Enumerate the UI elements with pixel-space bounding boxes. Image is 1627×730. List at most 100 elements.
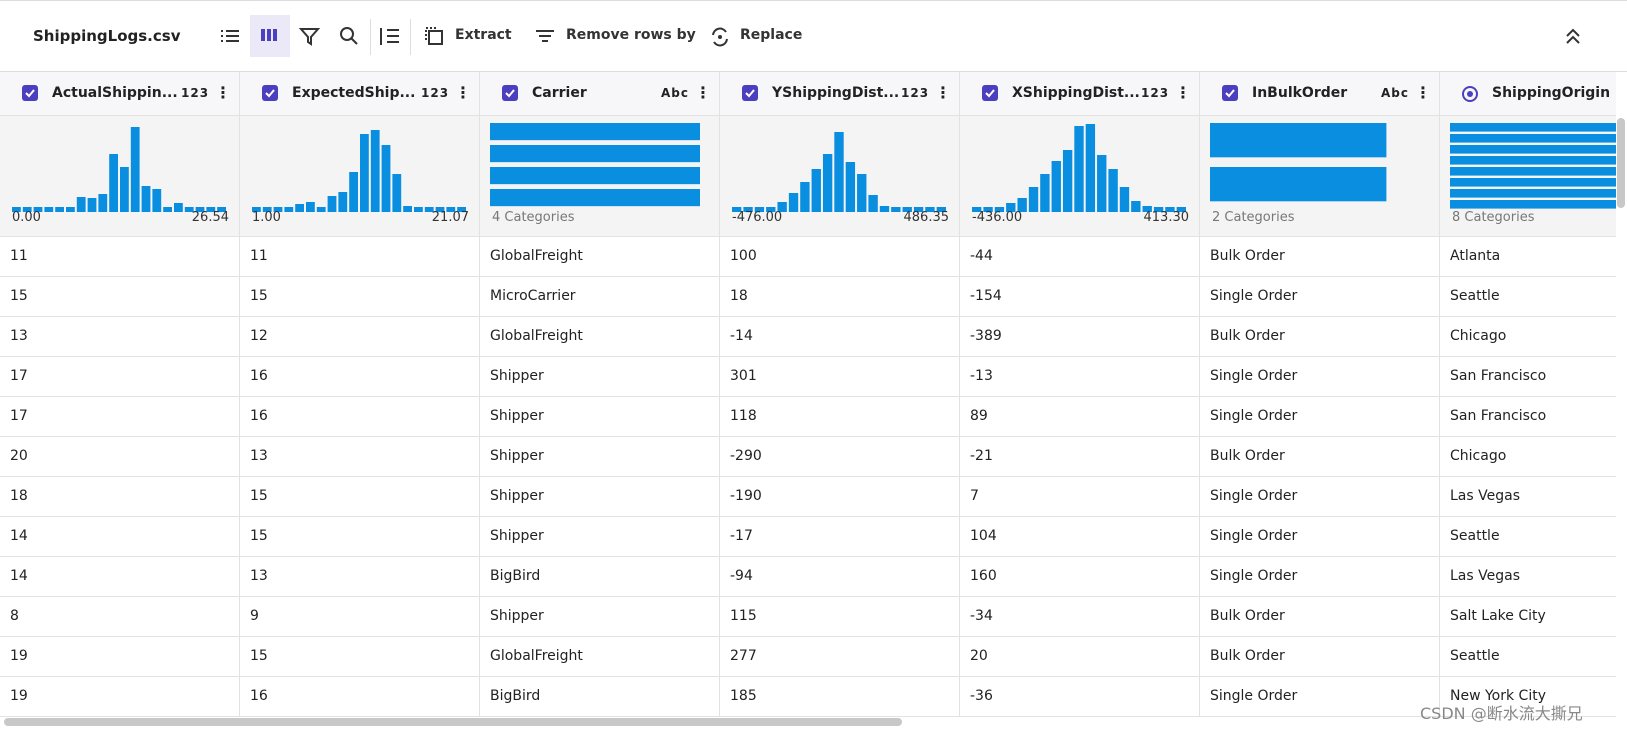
column-checkbox[interactable] bbox=[982, 85, 998, 101]
histogram-bar bbox=[1085, 124, 1096, 212]
column-menu[interactable]: ⋮ bbox=[1415, 83, 1431, 102]
histogram-bar bbox=[252, 207, 261, 212]
column-type: 123 bbox=[1141, 86, 1170, 100]
column-header: XShippingDist... 123 ⋮ bbox=[960, 72, 1200, 116]
category-bar bbox=[1210, 167, 1387, 202]
category-bar bbox=[490, 189, 700, 207]
histogram-bar bbox=[130, 127, 140, 212]
table-cell: BigBird bbox=[480, 677, 720, 717]
table-cell: 301 bbox=[720, 357, 960, 397]
table-cell: Bulk Order bbox=[1200, 597, 1440, 637]
table-cell: Shipper bbox=[480, 357, 720, 397]
histogram-bar bbox=[743, 207, 753, 212]
category-bar bbox=[490, 167, 700, 185]
histogram-bar bbox=[902, 207, 912, 212]
column-menu[interactable]: ⋮ bbox=[1175, 83, 1191, 102]
histogram-bar bbox=[76, 197, 86, 212]
category-bar bbox=[1450, 189, 1616, 198]
table-cell: 277 bbox=[720, 637, 960, 677]
summary-icon[interactable] bbox=[378, 25, 402, 49]
table-cell: Bulk Order bbox=[1200, 317, 1440, 357]
column-checkbox[interactable] bbox=[1222, 85, 1238, 101]
histogram-bar bbox=[414, 207, 423, 212]
summary-max: 26.54 bbox=[191, 210, 229, 225]
histogram-bar bbox=[1040, 174, 1050, 212]
histogram-bar bbox=[1028, 187, 1039, 212]
list-view-icon[interactable] bbox=[218, 25, 242, 49]
column-checkbox[interactable] bbox=[502, 85, 518, 101]
check-mark bbox=[1225, 89, 1235, 98]
replace-button[interactable]: Replace bbox=[740, 27, 803, 43]
summary-min: -476.00 bbox=[732, 210, 783, 225]
table-cell: Salt Lake City bbox=[1440, 597, 1616, 637]
table-cell: 13 bbox=[240, 437, 480, 477]
column-checkbox[interactable] bbox=[262, 85, 278, 101]
histogram-bar bbox=[349, 172, 358, 212]
histogram-bar bbox=[868, 195, 878, 212]
remove-rows-button[interactable]: Remove rows by bbox=[566, 27, 696, 43]
histogram-bar bbox=[1017, 198, 1027, 212]
table-cell: 15 bbox=[240, 637, 480, 677]
histogram-bar bbox=[1062, 150, 1073, 212]
column-name: Carrier bbox=[532, 85, 587, 101]
table-cell: Seattle bbox=[1440, 277, 1616, 317]
histogram-bar bbox=[44, 207, 54, 212]
table-cell: 15 bbox=[0, 277, 240, 317]
horizontal-scrollbar[interactable] bbox=[4, 718, 902, 726]
column-menu[interactable]: ⋮ bbox=[935, 83, 951, 102]
summary-max: 413.30 bbox=[1143, 210, 1190, 225]
column-type: 123 bbox=[901, 86, 930, 100]
column-summary: 4 Categories bbox=[480, 116, 720, 237]
table-cell: 15 bbox=[240, 517, 480, 557]
collapse-icon[interactable] bbox=[1561, 25, 1585, 49]
histogram-bar bbox=[141, 186, 151, 212]
column-menu[interactable]: ⋮ bbox=[215, 83, 231, 102]
column-menu[interactable]: ⋮ bbox=[695, 83, 711, 102]
data-grid: ActualShippin... 123 ⋮ 0.00 26.54 ExpectedShi… bbox=[0, 72, 1616, 720]
check-icon bbox=[1225, 89, 1235, 98]
column-menu[interactable]: ⋮ bbox=[455, 83, 471, 102]
column-name: YShippingDist... bbox=[772, 85, 900, 101]
histogram-bar bbox=[120, 167, 129, 212]
table-cell: 17 bbox=[0, 357, 240, 397]
filter-icon[interactable] bbox=[298, 25, 322, 49]
histogram-bar bbox=[834, 132, 844, 212]
extract-button[interactable]: Extract bbox=[455, 27, 512, 43]
histogram-bar bbox=[381, 145, 391, 212]
summary-max: 486.35 bbox=[903, 210, 950, 225]
histogram-bar bbox=[87, 198, 97, 212]
vertical-scrollbar[interactable] bbox=[1617, 118, 1625, 208]
search-icon[interactable] bbox=[338, 25, 362, 49]
table-cell: Single Order bbox=[1200, 557, 1440, 597]
table-cell: GlobalFreight bbox=[480, 637, 720, 677]
category-bar bbox=[1450, 156, 1616, 165]
histogram-bar bbox=[55, 207, 64, 212]
histogram-bar bbox=[936, 207, 946, 212]
table-cell: Las Vegas bbox=[1440, 557, 1616, 597]
table-cell: 14 bbox=[0, 557, 240, 597]
table-cell: -154 bbox=[960, 277, 1200, 317]
histogram-bar bbox=[1074, 126, 1084, 212]
column-checkbox[interactable] bbox=[742, 85, 758, 101]
summary-categories: 8 Categories bbox=[1452, 210, 1535, 225]
file-title: ShippingLogs.csv bbox=[33, 27, 181, 45]
column-type: Abc bbox=[1381, 86, 1409, 100]
column-header: Carrier Abc ⋮ bbox=[480, 72, 720, 116]
column-header: ShippingOriginAbc⋮ bbox=[1440, 72, 1616, 116]
table-cell: 9 bbox=[240, 597, 480, 637]
table-cell: Shipper bbox=[480, 437, 720, 477]
table-cell: -44 bbox=[960, 237, 1200, 277]
column-name: ShippingOrigin bbox=[1492, 85, 1611, 101]
column-header: YShippingDist... 123 ⋮ bbox=[720, 72, 960, 116]
category-bar bbox=[490, 123, 700, 141]
summary-categories: 2 Categories bbox=[1212, 210, 1295, 225]
histogram-bar bbox=[777, 202, 787, 212]
table-cell: 8 bbox=[0, 597, 240, 637]
table-cell: 19 bbox=[0, 677, 240, 717]
check-mark bbox=[505, 89, 515, 98]
summary-chart bbox=[1450, 123, 1616, 209]
remove-rows-icon bbox=[536, 30, 554, 42]
table-cell: Single Order bbox=[1200, 397, 1440, 437]
table-cell: -36 bbox=[960, 677, 1200, 717]
column-checkbox[interactable] bbox=[22, 85, 38, 101]
